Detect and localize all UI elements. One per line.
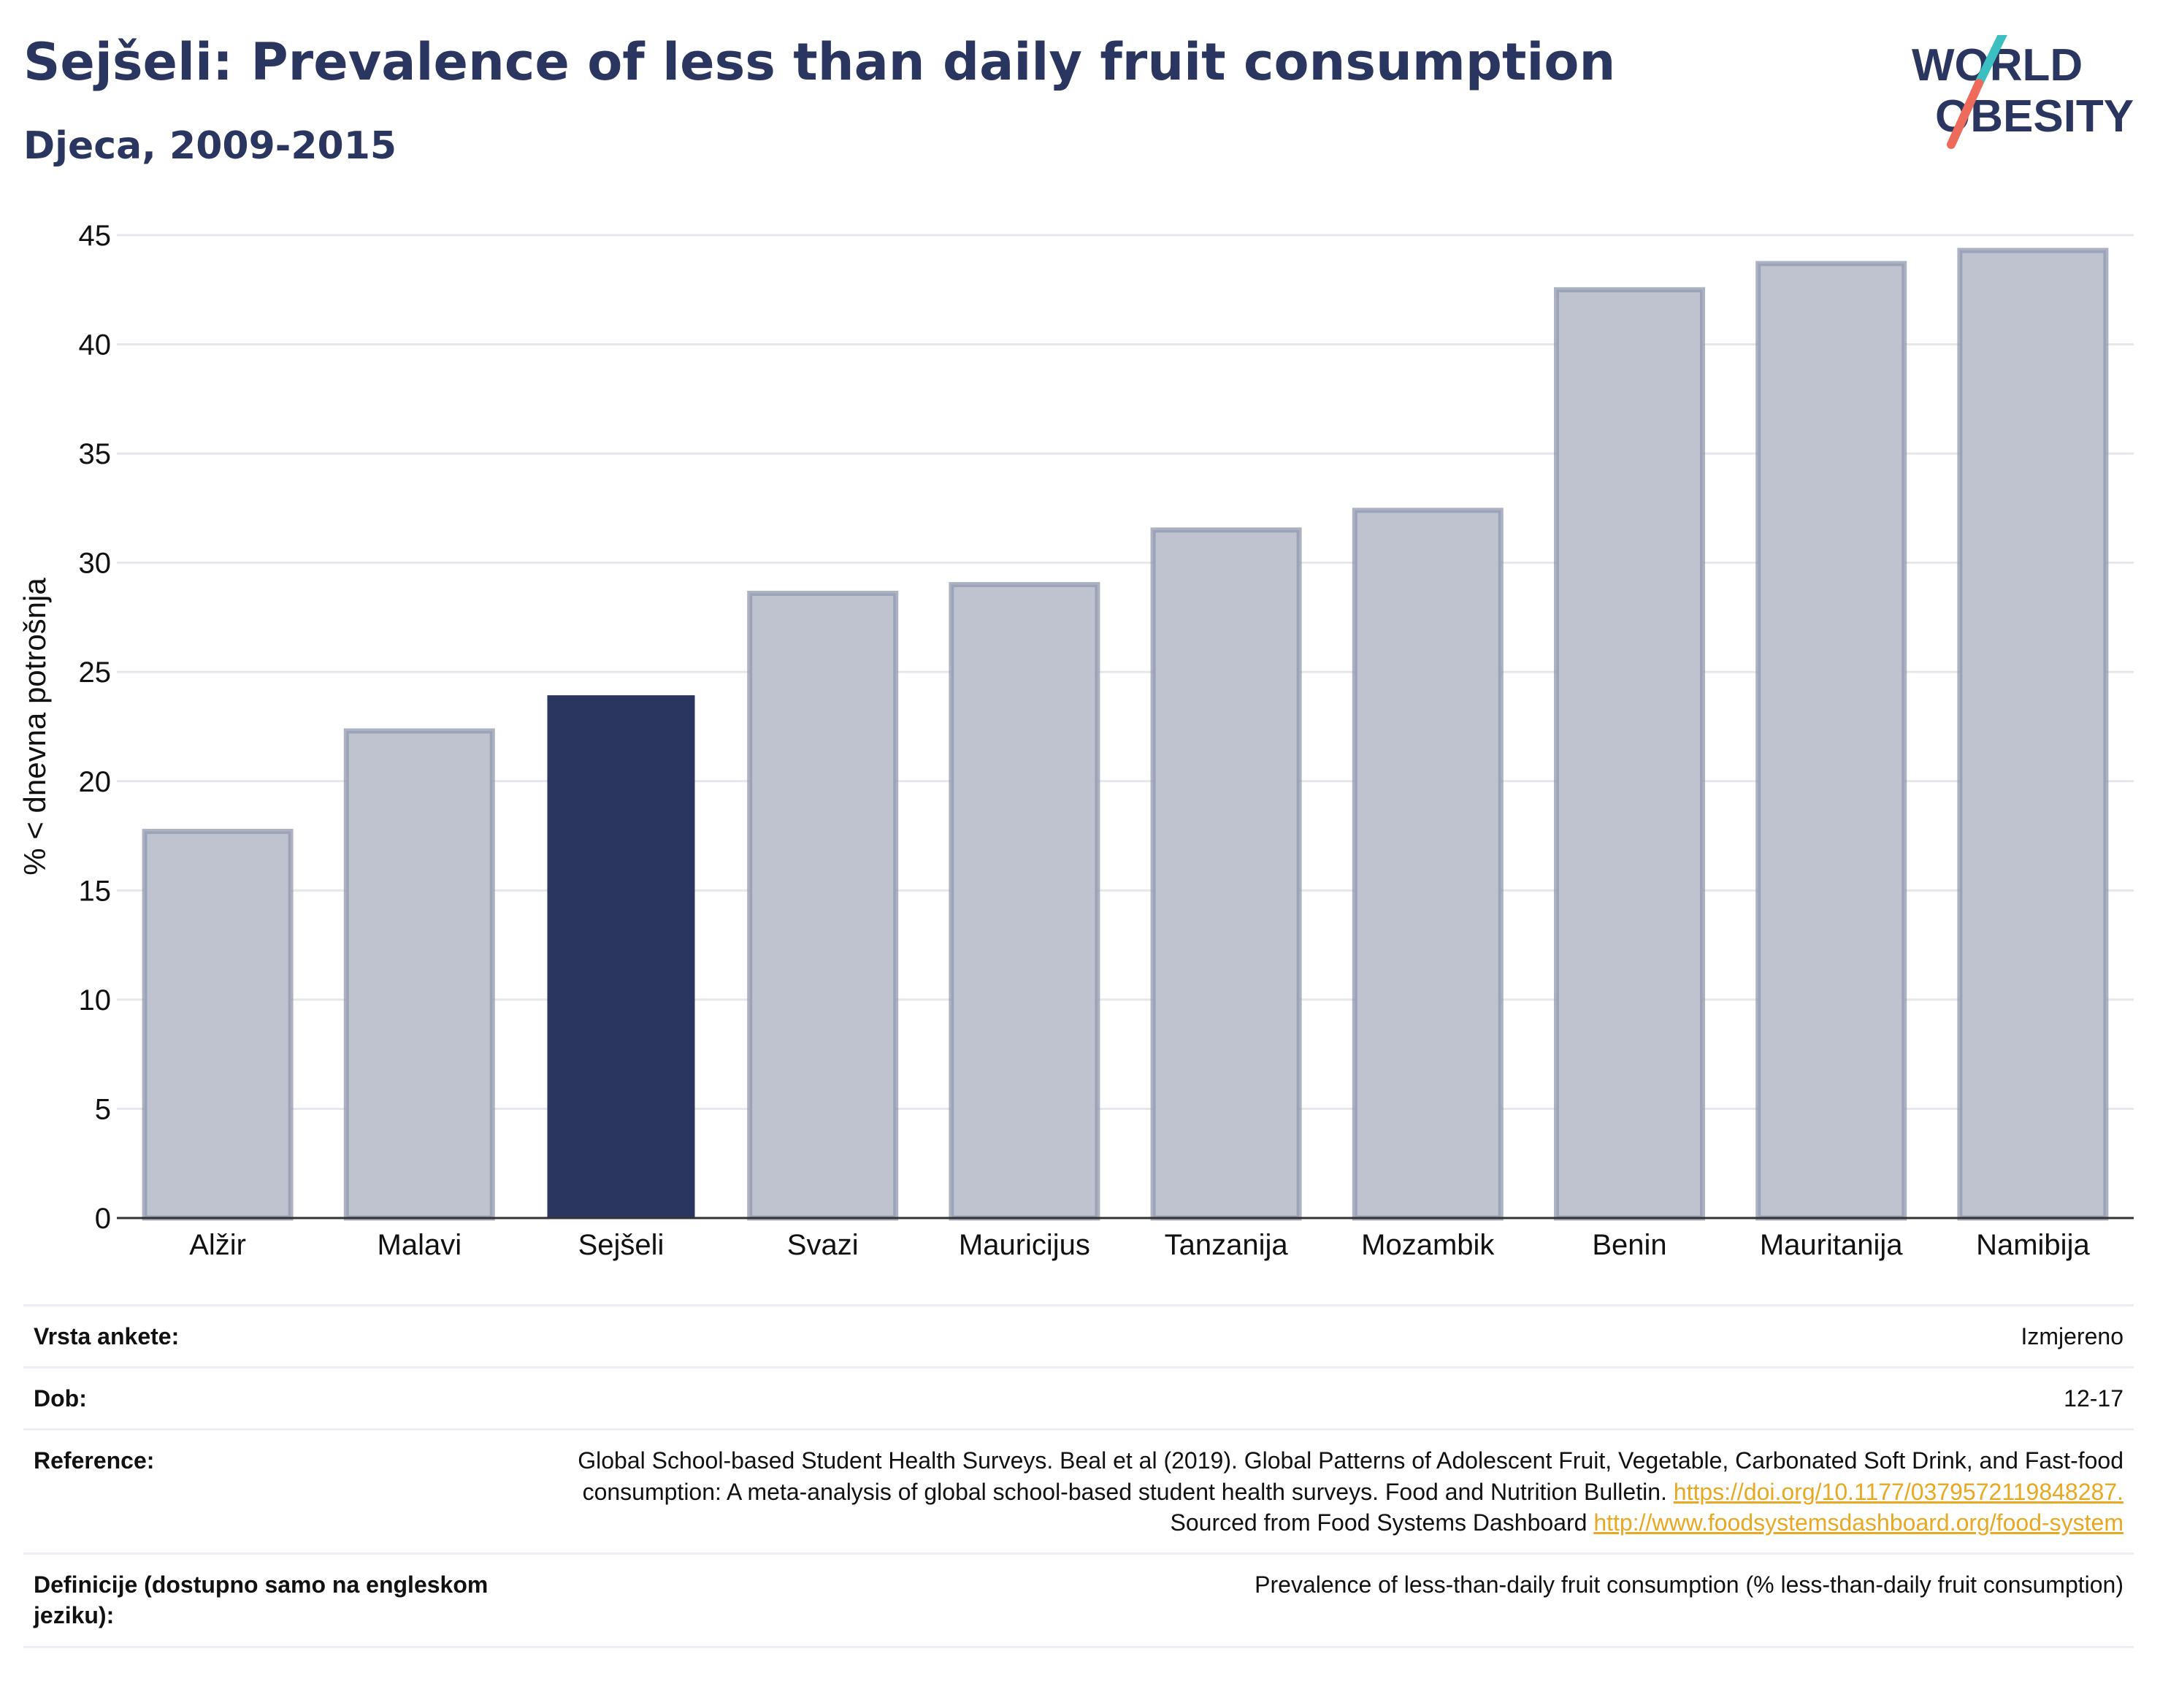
x-tick-label: Svazi: [787, 1229, 859, 1261]
logo-slash-teal: [1975, 35, 2007, 88]
dashboard-link[interactable]: http://www.foodsystemsdashboard.org/food…: [1593, 1509, 2123, 1536]
x-tick-label: Malavi: [378, 1229, 462, 1261]
chart-title: Sejšeli: Prevalence of less than daily f…: [23, 32, 1616, 92]
x-tick-label: Benin: [1592, 1229, 1666, 1261]
world-obesity-logo: WORLD OBESITY: [1912, 35, 2134, 149]
bar-sejšeli: [547, 695, 695, 1219]
bar-mauricijus: [949, 582, 1100, 1221]
bar-mozambik: [1352, 508, 1504, 1221]
x-tick-label: Mozambik: [1361, 1229, 1495, 1261]
definition-value: Prevalence of less-than-daily fruit cons…: [555, 1552, 2134, 1648]
logo-slash-coral: [1947, 79, 1983, 149]
y-axis-ticks: 0 5 10 15 20 25 30 35 40 45: [79, 220, 112, 1235]
bar-alžir: [142, 829, 294, 1221]
y-tick-label: 45: [79, 220, 112, 252]
x-tick-label: Namibija: [1976, 1229, 2090, 1261]
x-tick-label: Tanzanija: [1165, 1229, 1289, 1261]
x-tick-label: Sejšeli: [578, 1229, 665, 1261]
definition-label: Definicije (dostupno samo na engleskom j…: [23, 1552, 555, 1648]
bar-malavi: [343, 728, 495, 1221]
reference-text: Global School-based Student Health Surve…: [578, 1447, 2123, 1505]
survey-type-label: Vrsta ankete:: [23, 1303, 555, 1368]
y-tick-label: 15: [79, 875, 112, 907]
meta-row-survey-type: Vrsta ankete: Izmjereno: [23, 1303, 2134, 1368]
bar-tanzanija: [1150, 527, 1302, 1221]
reference-label: Reference:: [23, 1428, 555, 1554]
bar-namibija: [1957, 248, 2109, 1221]
bar-mauritanija: [1755, 261, 1907, 1221]
reference-source-text: Sourced from Food Systems Dashboard: [1170, 1509, 1588, 1536]
x-axis-ticks: Alžir Malavi Sejšeli Svazi Mauricijus Tanzani…: [189, 1229, 2090, 1261]
x-tick-label: Mauricijus: [959, 1229, 1090, 1261]
survey-type-value: Izmjereno: [555, 1303, 2134, 1368]
y-tick-label: 30: [79, 548, 112, 580]
meta-row-definition: Definicije (dostupno samo na engleskom j…: [23, 1552, 2134, 1648]
reference-value: Global School-based Student Health Surve…: [555, 1428, 2134, 1554]
meta-row-reference: Reference: Global School-based Student H…: [23, 1428, 2134, 1554]
y-tick-label: 20: [79, 766, 112, 798]
chart-subtitle: Djeca, 2009-2015: [23, 124, 397, 168]
doi-link[interactable]: https://doi.org/10.1177/0379572119848287…: [1673, 1478, 2123, 1505]
age-value: 12-17: [555, 1366, 2134, 1430]
bar-svazi: [747, 591, 899, 1221]
age-label: Dob:: [23, 1366, 555, 1430]
y-tick-label: 40: [79, 329, 112, 361]
x-tick-label: Mauritanija: [1760, 1229, 1903, 1261]
y-tick-label: 25: [79, 656, 112, 689]
metadata-table: Vrsta ankete: Izmjereno Dob: 12-17 Refer…: [23, 1303, 2134, 1648]
bars: [142, 248, 2109, 1221]
x-tick-label: Alžir: [189, 1229, 246, 1261]
y-tick-label: 5: [95, 1093, 111, 1125]
bar-chart: 0 5 10 15 20 25 30 35 40 45 Alžir Malavi Sejšeli Sva…: [18, 220, 2134, 1261]
meta-row-age: Dob: 12-17: [23, 1366, 2134, 1430]
y-tick-label: 10: [79, 984, 112, 1016]
y-axis-title: % < dnevna potrošnja: [18, 578, 52, 876]
y-tick-label: 35: [79, 438, 112, 470]
bar-benin: [1554, 287, 1705, 1221]
y-tick-label: 0: [95, 1203, 111, 1235]
